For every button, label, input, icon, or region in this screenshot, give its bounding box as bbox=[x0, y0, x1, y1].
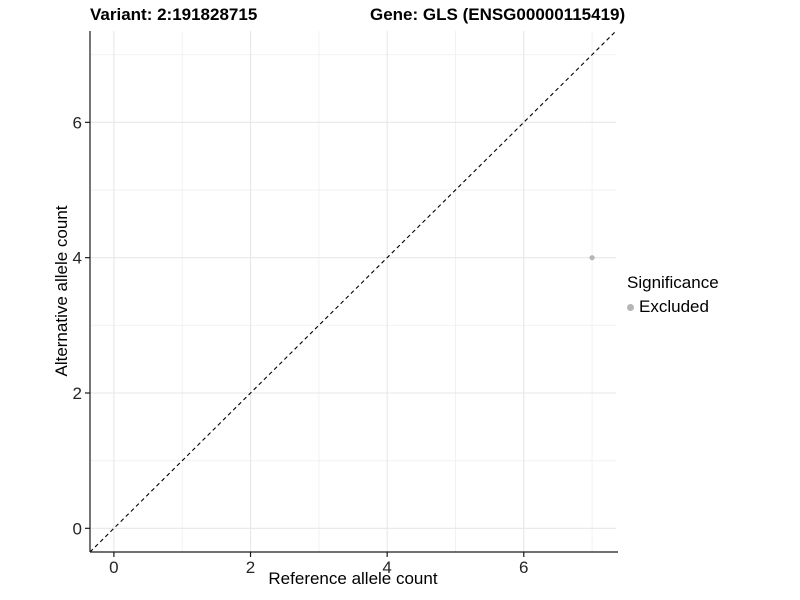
x-axis-title: Reference allele count bbox=[268, 569, 438, 588]
x-tick-label: 0 bbox=[109, 558, 118, 577]
plot-title-gene: Gene: GLS (ENSG00000115419) bbox=[370, 5, 626, 24]
data-point bbox=[589, 255, 595, 261]
legend-title: Significance bbox=[627, 273, 719, 292]
legend: Significance Excluded bbox=[627, 272, 719, 317]
y-tick-label: 2 bbox=[73, 384, 82, 403]
identity-line bbox=[89, 30, 617, 553]
legend-item-excluded: Excluded bbox=[627, 297, 719, 317]
x-tick-label: 2 bbox=[246, 558, 255, 577]
legend-item-label: Excluded bbox=[639, 297, 709, 316]
x-tick-label: 4 bbox=[382, 558, 391, 577]
y-tick-label: 0 bbox=[73, 519, 82, 538]
y-tick-label: 6 bbox=[73, 113, 82, 132]
legend-dot-icon bbox=[627, 303, 634, 311]
y-axis-title: Alternative allele count bbox=[52, 205, 71, 377]
y-tick-label: 4 bbox=[73, 249, 82, 268]
x-tick-label: 6 bbox=[519, 558, 528, 577]
plot-title-variant: Variant: 2:191828715 bbox=[90, 5, 258, 24]
